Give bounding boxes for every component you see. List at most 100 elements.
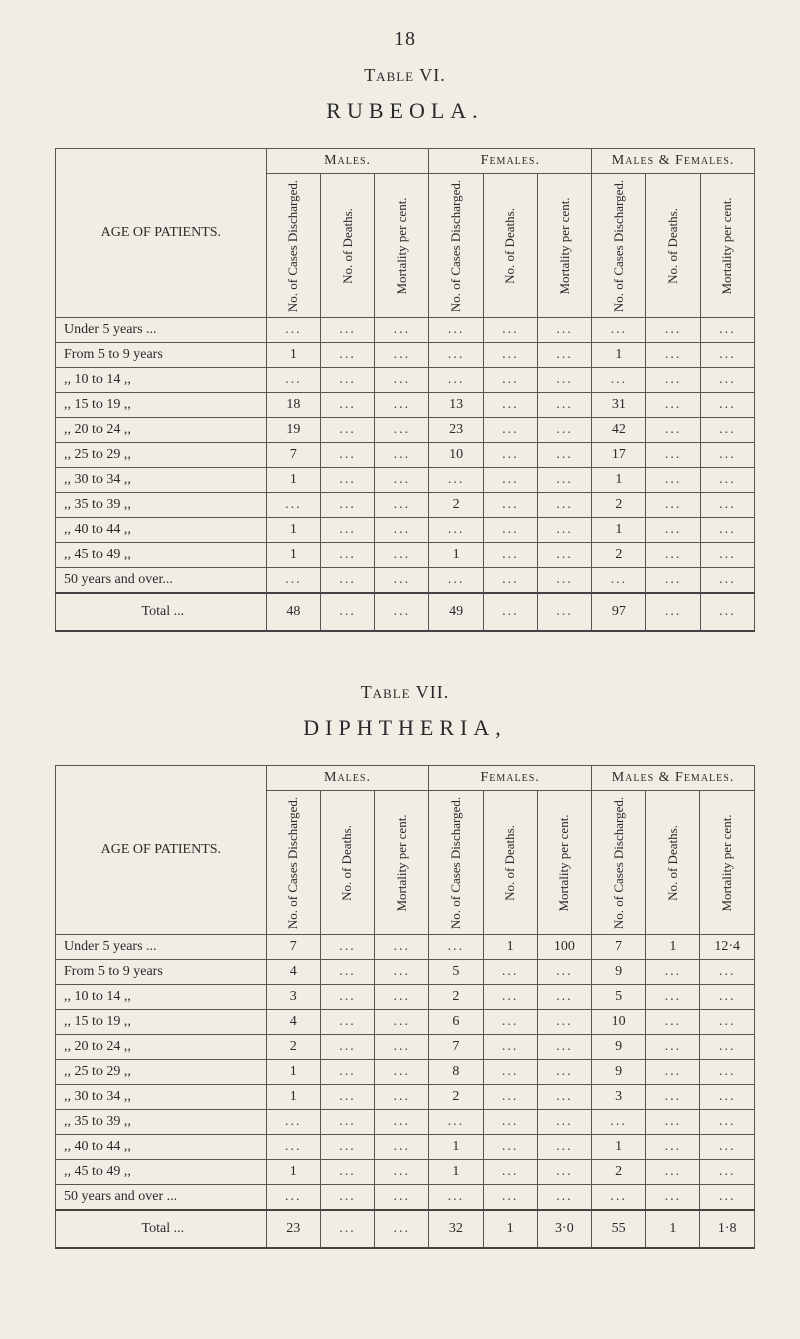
data-cell: ... [266,1135,320,1160]
data-cell: ... [483,1185,537,1211]
table6-group-females: Females. [429,149,592,174]
data-cell: 1 [266,468,320,493]
data-cell: 23 [429,418,483,443]
data-cell: 1 [266,1085,320,1110]
col-m-discharged: No. of Cases Discharged. [266,791,320,935]
data-cell: ... [700,1185,755,1211]
data-cell: ... [483,393,537,418]
data-cell: ... [483,343,537,368]
data-cell: ... [375,468,429,493]
data-cell: ... [700,368,754,393]
data-cell: ... [646,343,700,368]
row-label: ,, 15 to 19 ,, [56,1010,267,1035]
row-label: ,, 20 to 24 ,, [56,418,267,443]
col-mf-discharged: No. of Cases Discharged. [592,174,646,318]
data-cell: ... [429,368,483,393]
data-cell: ... [592,318,646,343]
data-cell: 10 [592,1010,646,1035]
data-cell: ... [646,568,700,594]
data-cell: ... [483,1085,537,1110]
data-cell: ... [700,1035,755,1060]
table-row: From 5 to 9 years4......5......9...... [56,960,755,985]
data-cell: 1 [429,543,483,568]
data-cell: ... [483,368,537,393]
col-f-deaths: No. of Deaths. [483,791,537,935]
total-cell: ... [537,593,591,631]
table7-age-header: AGE OF PATIENTS. [56,766,267,935]
data-cell: ... [483,318,537,343]
data-cell: ... [646,443,700,468]
table-row: ,, 10 to 14 ,,3......2......5...... [56,985,755,1010]
data-cell: ... [375,418,429,443]
data-cell: ... [320,393,374,418]
total-row: Total ...48......49......97...... [56,593,755,631]
table6-disease: RUBEOLA. [50,98,760,124]
data-cell: 12·4 [700,935,755,960]
data-cell: ... [483,960,537,985]
col-mf-discharged: No. of Cases Discharged. [592,791,646,935]
data-cell: ... [375,368,429,393]
total-row: Total ...23......3213·05511·8 [56,1210,755,1248]
data-cell: ... [700,1135,755,1160]
data-cell: ... [320,493,374,518]
data-cell: ... [537,468,591,493]
data-cell: ... [537,1010,591,1035]
data-cell: ... [320,935,374,960]
data-cell: ... [375,518,429,543]
data-cell: 4 [266,960,320,985]
data-cell: 1 [592,1135,646,1160]
data-cell: ... [375,985,429,1010]
data-cell: ... [537,1160,591,1185]
row-label: ,, 35 to 39 ,, [56,493,267,518]
table7: AGE OF PATIENTS. Males. Females. Males &… [55,765,755,1249]
data-cell: 17 [592,443,646,468]
data-cell: 1 [646,935,700,960]
total-cell: ... [375,593,429,631]
data-cell: ... [646,985,700,1010]
col-mf-deaths: No. of Deaths. [646,791,700,935]
data-cell: ... [483,518,537,543]
data-cell: ... [429,568,483,594]
data-cell: ... [483,1010,537,1035]
data-cell: ... [537,1185,591,1211]
data-cell: 5 [429,960,483,985]
data-cell: 1 [592,343,646,368]
data-cell: ... [537,1035,591,1060]
data-cell: ... [375,443,429,468]
col-f-mortality: Mortality per cent. [537,791,591,935]
table6: AGE OF PATIENTS. Males. Females. Males &… [55,148,755,632]
data-cell: ... [700,960,755,985]
data-cell: ... [537,393,591,418]
data-cell: ... [537,443,591,468]
data-cell: 3 [592,1085,646,1110]
data-cell: 7 [592,935,646,960]
table7-group-females: Females. [429,766,592,791]
table6-head: AGE OF PATIENTS. Males. Females. Males &… [56,149,755,318]
data-cell: 6 [429,1010,483,1035]
data-cell: ... [646,1085,700,1110]
data-cell: ... [320,568,374,594]
total-cell: 49 [429,593,483,631]
total-cell: 1 [483,1210,537,1248]
total-label: Total ... [56,1210,267,1248]
total-cell: ... [375,1210,429,1248]
data-cell: 13 [429,393,483,418]
data-cell: ... [483,468,537,493]
data-cell: ... [320,1010,374,1035]
table7-body: Under 5 years ...7.........11007112·4Fro… [56,935,755,1249]
data-cell: ... [375,935,429,960]
total-cell: 97 [592,593,646,631]
data-cell: ... [537,960,591,985]
data-cell: ... [320,960,374,985]
data-cell: ... [375,1160,429,1185]
row-label: From 5 to 9 years [56,960,267,985]
table-row: ,, 10 to 14 ,,..........................… [56,368,755,393]
data-cell: 2 [429,985,483,1010]
data-cell: 9 [592,1035,646,1060]
data-cell: ... [646,960,700,985]
data-cell: 31 [592,393,646,418]
data-cell: ... [483,443,537,468]
col-f-discharged: No. of Cases Discharged. [429,791,483,935]
data-cell: ... [375,960,429,985]
total-cell: ... [320,1210,374,1248]
